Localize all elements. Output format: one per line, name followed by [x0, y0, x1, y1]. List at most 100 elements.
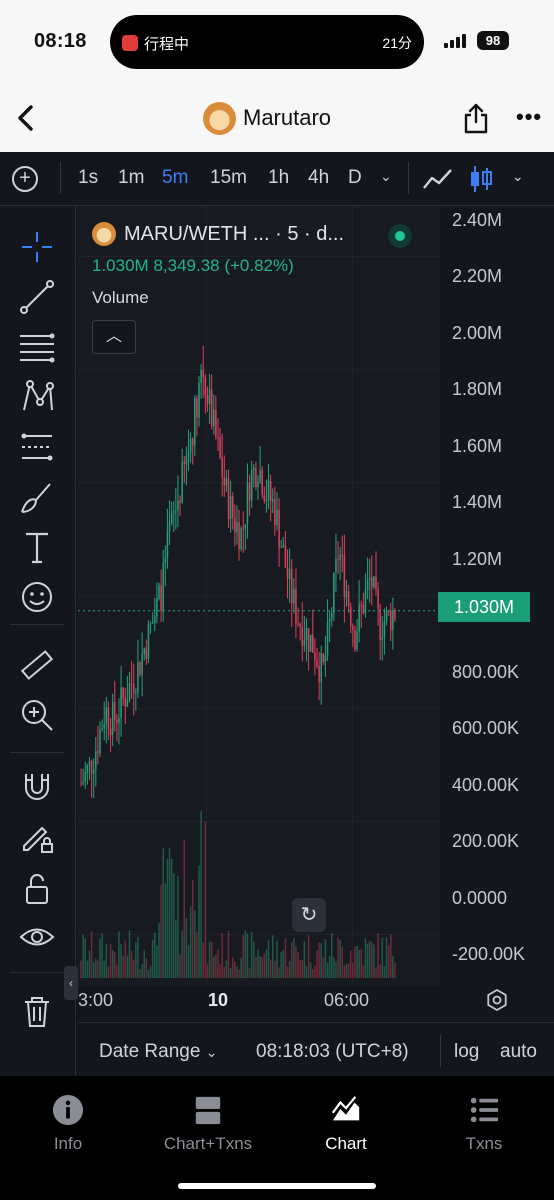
candle-body	[341, 554, 344, 556]
volume-bar	[128, 930, 131, 978]
trash-icon[interactable]	[18, 992, 56, 1030]
emoji-icon[interactable]	[18, 578, 56, 616]
candle-body	[175, 510, 177, 512]
volume-bar	[301, 960, 304, 978]
volume-bar	[236, 966, 238, 978]
volume-bar	[160, 884, 162, 978]
candle-body	[295, 588, 297, 624]
tf-5m[interactable]: 5m	[162, 167, 189, 188]
log-scale-toggle[interactable]: log	[454, 1041, 480, 1062]
timeframe-chevron-down-icon[interactable]: ⌄	[380, 168, 392, 184]
volume-bar	[189, 906, 192, 978]
ruler-icon[interactable]	[18, 646, 56, 684]
candlestick-icon[interactable]	[466, 164, 496, 194]
divider	[408, 162, 409, 194]
volume-bar	[103, 960, 105, 978]
volume-bar	[116, 964, 118, 978]
volume-bar	[210, 941, 213, 978]
volume-bar	[358, 949, 360, 978]
volume-bar	[120, 944, 122, 978]
tf-15m[interactable]: 15m	[210, 167, 247, 188]
tf-1m[interactable]: 1m	[118, 167, 145, 188]
magnet-icon[interactable]	[18, 768, 56, 806]
candle-body	[255, 467, 257, 488]
text-tool-icon[interactable]	[18, 528, 56, 566]
crosshair-icon[interactable]	[18, 228, 56, 266]
volume-bar	[280, 951, 282, 978]
price-chart[interactable]	[78, 206, 440, 986]
candle-body	[118, 717, 120, 723]
tab-label: Txns	[465, 1134, 503, 1153]
candle-body	[221, 457, 223, 478]
volume-bar	[234, 961, 236, 978]
volume-label[interactable]: Volume	[92, 288, 149, 307]
tf-d[interactable]: D	[348, 167, 362, 188]
volume-bar	[217, 948, 219, 978]
eye-icon[interactable]	[18, 918, 56, 956]
candle-body	[333, 572, 335, 614]
brush-icon[interactable]	[18, 478, 56, 516]
date-range-button[interactable]: Date Range ⌄	[99, 1041, 217, 1063]
volume-bar	[229, 967, 232, 978]
candle-body	[215, 410, 217, 438]
volume-bar	[170, 858, 173, 978]
tab-info[interactable]: Info	[8, 1094, 128, 1154]
candle-body	[160, 584, 162, 612]
candle-body	[109, 728, 112, 735]
tab-chart-txns[interactable]: Chart+Txns	[148, 1094, 268, 1154]
reset-chart-button[interactable]: ↻	[292, 898, 326, 932]
chart-settings-icon[interactable]	[485, 988, 509, 1012]
divider	[10, 624, 64, 625]
projection-icon[interactable]	[18, 428, 56, 466]
line-chart-icon[interactable]	[422, 166, 454, 192]
unlock-icon[interactable]	[18, 870, 56, 908]
candle-body	[337, 558, 339, 560]
tf-1h[interactable]: 1h	[268, 167, 290, 188]
tf-1s[interactable]: 1s	[78, 167, 99, 188]
candle-body	[101, 728, 103, 730]
fib-lines-icon[interactable]	[18, 328, 56, 366]
chart-toolbar: + 1s 1m 5m 15m 1h 4h D ⌄ ⌄	[0, 152, 554, 206]
candle-body	[354, 629, 356, 650]
candle-body	[103, 723, 105, 729]
chart-type-chevron-down-icon[interactable]: ⌄	[512, 168, 524, 184]
collapse-legend-button[interactable]: ︿	[92, 320, 136, 354]
page-title: Marutaro	[243, 105, 332, 130]
y-tick: 0.0000	[452, 888, 508, 908]
back-button[interactable]	[16, 104, 36, 137]
candle-body	[151, 622, 154, 624]
pattern-icon[interactable]	[18, 378, 56, 416]
chart-bottom-bar: Date Range ⌄ 08:18:03 (UTC+8) log auto	[78, 1022, 554, 1076]
volume-bar	[175, 919, 177, 978]
tf-4h[interactable]: 4h	[308, 167, 330, 188]
tab-chart[interactable]: Chart	[286, 1094, 406, 1154]
candle-body	[274, 499, 276, 526]
candle-body	[326, 621, 329, 656]
candle-body	[280, 547, 282, 549]
candle-body	[99, 729, 101, 754]
candle-body	[389, 610, 392, 631]
share-button[interactable]	[462, 102, 490, 134]
sidebar-toggle-handle[interactable]: ‹	[64, 966, 78, 1000]
divider	[10, 752, 64, 753]
tab-txns[interactable]: Txns	[424, 1094, 544, 1154]
candle-body	[261, 469, 263, 495]
volume-bar	[242, 935, 245, 978]
add-indicator-button[interactable]: +	[12, 166, 38, 192]
auto-scale-toggle[interactable]: auto	[500, 1041, 537, 1062]
candle-body	[170, 512, 173, 524]
time-axis[interactable]: 3:00 10 06:00	[78, 986, 554, 1016]
utc-clock[interactable]: 08:18:03 (UTC+8)	[256, 1041, 409, 1062]
trend-line-icon[interactable]	[18, 278, 56, 316]
candle-body	[288, 568, 291, 580]
candle-body	[345, 591, 348, 598]
more-button[interactable]: •••	[516, 104, 543, 129]
candle-body	[362, 605, 365, 613]
candle-body	[267, 480, 270, 501]
dynamic-island[interactable]: 行程中 21分	[110, 15, 424, 69]
pair-label[interactable]: MARU/WETH ... · 5 · d...	[124, 223, 345, 245]
lock-drawing-icon[interactable]	[18, 818, 56, 856]
volume-bar	[137, 936, 139, 978]
zoom-in-icon[interactable]	[18, 696, 56, 734]
volume-bar	[126, 955, 129, 978]
